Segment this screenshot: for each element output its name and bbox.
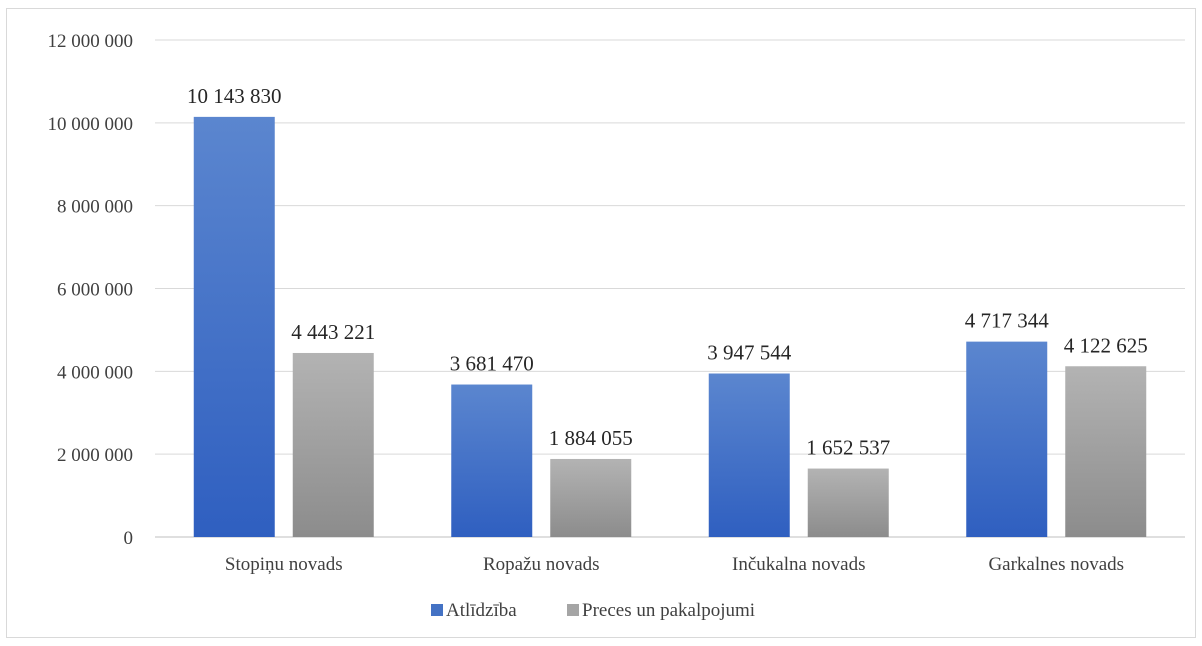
x-tick-label: Ropažu novads <box>483 554 600 575</box>
legend-label: Preces un pakalpojumi <box>582 600 755 621</box>
bar <box>451 384 533 537</box>
legend-swatch <box>567 604 579 616</box>
legend: Atlīdzība Preces un pakalpojumi <box>431 600 755 621</box>
x-axis: Stopiņu novads Ropažu novads Inčukalna nov… <box>225 554 1124 575</box>
y-tick-label: 0 <box>124 528 134 549</box>
bar <box>550 458 632 537</box>
data-label: 1 884 055 <box>549 426 633 450</box>
y-tick-label: 6 000 000 <box>57 280 133 301</box>
x-tick-label: Stopiņu novads <box>225 554 343 575</box>
y-tick-label: 10 000 000 <box>48 114 134 135</box>
bar <box>1065 366 1147 537</box>
y-axis: 0 2 000 000 4 000 000 6 000 000 8 000 000 10 … <box>48 31 134 549</box>
y-tick-label: 2 000 000 <box>57 445 133 466</box>
data-label: 10 143 830 <box>187 84 282 108</box>
y-tick-label: 8 000 000 <box>57 197 133 218</box>
bar <box>193 116 275 537</box>
legend-label: Atlīdzība <box>446 600 517 621</box>
data-labels: 10 143 830 4 443 221 3 681 470 1 884 055 3 9… <box>187 84 1148 460</box>
data-label: 4 122 625 <box>1064 333 1148 357</box>
legend-swatch <box>431 604 443 616</box>
bars <box>193 116 1147 537</box>
data-label: 1 652 537 <box>806 436 890 460</box>
bar <box>292 352 374 537</box>
bar <box>966 341 1048 537</box>
data-label: 3 681 470 <box>450 352 534 376</box>
x-tick-label: Garkalnes novads <box>988 554 1124 575</box>
bar <box>708 373 790 537</box>
y-tick-label: 4 000 000 <box>57 362 133 383</box>
data-label: 4 717 344 <box>965 309 1050 333</box>
data-label: 3 947 544 <box>707 341 792 365</box>
x-tick-label: Inčukalna novads <box>732 554 865 575</box>
y-tick-label: 12 000 000 <box>48 31 134 52</box>
data-label: 4 443 221 <box>291 320 375 344</box>
bar <box>807 468 889 537</box>
